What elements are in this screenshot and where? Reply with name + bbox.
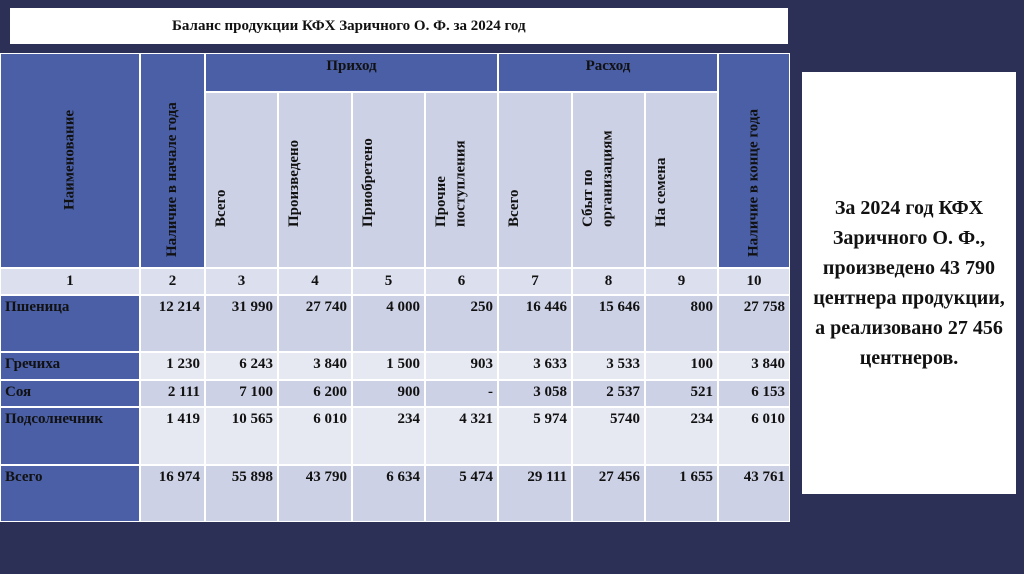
table-cell: 27 758 [718,295,790,352]
table-cell: 16 446 [498,295,572,352]
column-number: 3 [205,268,278,295]
table-cell: 903 [425,352,498,380]
table-cell: 234 [645,407,718,465]
table-cell: 3 840 [718,352,790,380]
header-cell: Наличие в начале года [140,53,205,268]
table-cell: 43 761 [718,465,790,522]
summary-note: За 2024 год КФХ Заричного О. Ф., произве… [802,72,1016,494]
table-cell: 6 243 [205,352,278,380]
table-cell: 43 790 [278,465,352,522]
table-cell: 31 990 [205,295,278,352]
table-cell: 29 111 [498,465,572,522]
subheader-cell: Всего [205,92,278,268]
column-number: 1 [0,268,140,295]
row-label: Подсолнечник [0,407,140,465]
column-number: 7 [498,268,572,295]
table-cell: 5 474 [425,465,498,522]
column-number: 9 [645,268,718,295]
table-cell: 6 634 [352,465,425,522]
table-cell: 3 058 [498,380,572,407]
table-cell: 16 974 [140,465,205,522]
table-cell: 6 010 [718,407,790,465]
table-cell: 6 153 [718,380,790,407]
table-cell: 3 533 [572,352,645,380]
subheader-cell: Приобретено [352,92,425,268]
header-cell: Наличие в конце года [718,53,790,268]
subheader-cell: Всего [498,92,572,268]
table-cell: 800 [645,295,718,352]
slide-title: Баланс продукции КФХ Заричного О. Ф. за … [10,8,788,44]
column-number: 5 [352,268,425,295]
table-cell: - [425,380,498,407]
table-cell: 5 974 [498,407,572,465]
table-cell: 521 [645,380,718,407]
table-cell: 27 456 [572,465,645,522]
table-cell: 5740 [572,407,645,465]
subheader-cell: Сбыт по организациям [572,92,645,268]
row-label: Гречиха [0,352,140,380]
subheader-cell: На семена [645,92,718,268]
table-cell: 6 200 [278,380,352,407]
header-cell: Расход [498,53,718,92]
header-cell: Наименование [0,53,140,268]
table-cell: 2 111 [140,380,205,407]
table-cell: 4 000 [352,295,425,352]
table-cell: 1 419 [140,407,205,465]
column-number: 8 [572,268,645,295]
column-number: 10 [718,268,790,295]
header-cell: Приход [205,53,498,92]
table-cell: 6 010 [278,407,352,465]
table-cell: 1 500 [352,352,425,380]
table-cell: 55 898 [205,465,278,522]
column-number: 4 [278,268,352,295]
table-cell: 10 565 [205,407,278,465]
subheader-cell: Прочие поступления [425,92,498,268]
table-cell: 1 230 [140,352,205,380]
table-cell: 234 [352,407,425,465]
table-cell: 1 655 [645,465,718,522]
column-number: 6 [425,268,498,295]
row-label: Всего [0,465,140,522]
table-cell: 12 214 [140,295,205,352]
table-cell: 2 537 [572,380,645,407]
balance-table: Наименование Наличие в начале года Приход Р… [0,53,790,522]
table-cell: 3 840 [278,352,352,380]
table-cell: 250 [425,295,498,352]
table-cell: 27 740 [278,295,352,352]
table-cell: 7 100 [205,380,278,407]
row-label: Соя [0,380,140,407]
subheader-cell: Произведено [278,92,352,268]
table-cell: 15 646 [572,295,645,352]
table-cell: 100 [645,352,718,380]
column-number: 2 [140,268,205,295]
row-label: Пшеница [0,295,140,352]
table-cell: 900 [352,380,425,407]
table-cell: 4 321 [425,407,498,465]
table-cell: 3 633 [498,352,572,380]
